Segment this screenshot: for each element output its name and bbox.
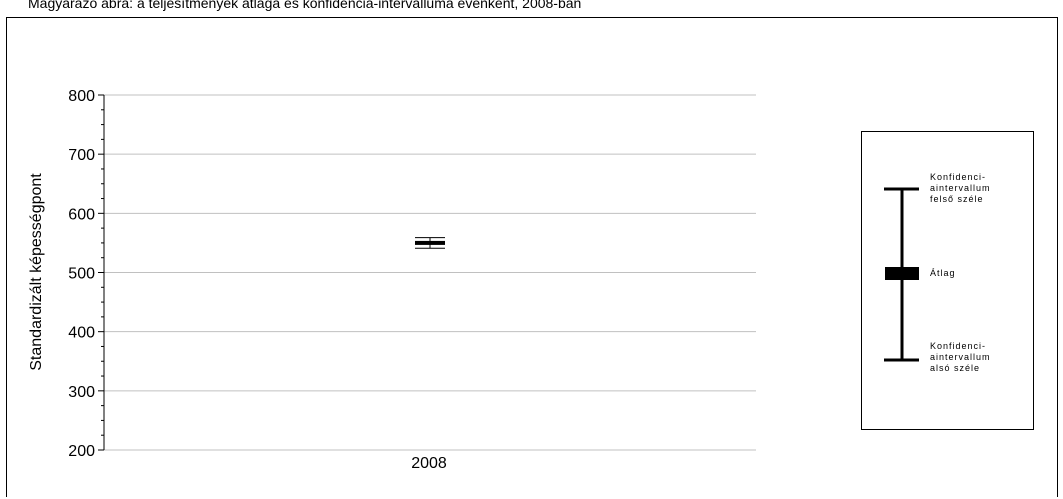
y-tick-label: 800 [68, 88, 95, 105]
axes: 200 300 400 500 600 700 800 2008 [68, 88, 447, 472]
legend-symbol [884, 187, 919, 362]
legend-mean-label: Átlag [930, 268, 956, 278]
y-tick-label: 500 [68, 266, 95, 283]
legend-lower-label: Konfidenci- aintervallum alsó széle [930, 341, 991, 373]
y-tick-label: 600 [68, 206, 95, 223]
y-axis-label: Standardizált képességpont [28, 173, 45, 371]
legend: Konfidenci- aintervallum felső széle Átl… [861, 131, 1034, 430]
chart-marks [415, 237, 445, 249]
page-title: Magyarázó ábra: a teljesítmények átlaga … [28, 0, 582, 11]
chart-frame [6, 17, 1058, 497]
x-tick-label: 2008 [411, 455, 447, 472]
y-tick-label: 200 [68, 443, 95, 460]
y-tick-label: 400 [68, 325, 95, 342]
y-tick-label: 700 [68, 147, 95, 164]
mean-marker [415, 240, 445, 245]
legend-mean-box [885, 267, 919, 280]
grid-lines [104, 94, 756, 451]
y-tick-label: 300 [68, 384, 95, 401]
legend-upper-label: Konfidenci- aintervallum felső széle [930, 172, 991, 204]
